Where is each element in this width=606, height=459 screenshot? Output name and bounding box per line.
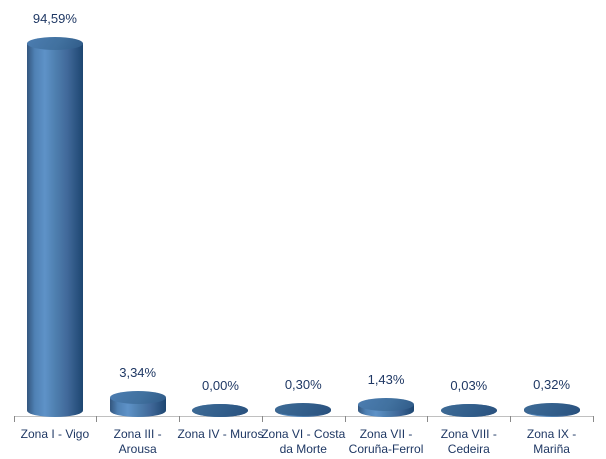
- bar-top-cap-zona-ix-mari-a[interactable]: [523, 402, 580, 416]
- bar-side-zona-i-vigo[interactable]: [26, 43, 83, 411]
- data-label-zona-vii-coru-a-ferrol: 1,43%: [367, 372, 405, 388]
- x-axis-label-zona-iv-muros: Zona IV - Muros: [177, 427, 264, 441]
- x-axis-label-zona-vii-coru-a-ferrol: Zona VII - Coruña-Ferrol: [348, 427, 424, 456]
- data-label-zona-iv-muros: 0,00%: [202, 378, 239, 393]
- bar-top-cap-zona-i-vigo[interactable]: [26, 36, 83, 50]
- x-axis-label-zona-vi-costa-da-morte: Zona VI - Costa da Morte: [261, 427, 346, 456]
- data-label-zona-vi-costa-da-morte: 0,30%: [284, 376, 322, 392]
- x-axis-tick: [13, 415, 15, 422]
- data-label-zona-iii-arousa: 3,34%: [119, 365, 157, 381]
- data-label-zona-viii-cedeira: 0,03%: [450, 377, 488, 393]
- data-label-zona-i-vigo: 94,59%: [32, 10, 77, 26]
- data-label-zona-ix-mari-a: 0,32%: [533, 376, 571, 392]
- x-axis-tick: [344, 415, 346, 422]
- x-axis-tick: [510, 415, 512, 422]
- x-axis-tick: [261, 415, 263, 422]
- x-axis-label-zona-i-vigo: Zona I - Vigo: [20, 427, 90, 441]
- x-axis-label-zona-iii-arousa: Zona III - Arousa: [113, 427, 162, 456]
- x-axis-tick: [593, 415, 594, 422]
- bar-top-cap-zona-viii-cedeira[interactable]: [440, 403, 497, 417]
- x-axis-label-zona-viii-cedeira: Zona VIII - Cedeira: [440, 427, 497, 456]
- bar-top-cap-zona-iii-arousa[interactable]: [109, 391, 166, 405]
- x-axis-tick: [96, 415, 98, 422]
- x-axis-label-zona-ix-mari-a: Zona IX - Mariña: [526, 427, 577, 456]
- bar-top-cap-zona-iv-muros[interactable]: [192, 404, 249, 417]
- bar-top-cap-zona-vi-costa-da-morte[interactable]: [275, 402, 332, 416]
- x-axis-tick: [427, 415, 429, 422]
- bar-top-cap-zona-vii-coru-a-ferrol[interactable]: [358, 398, 415, 412]
- x-axis-tick: [179, 415, 181, 422]
